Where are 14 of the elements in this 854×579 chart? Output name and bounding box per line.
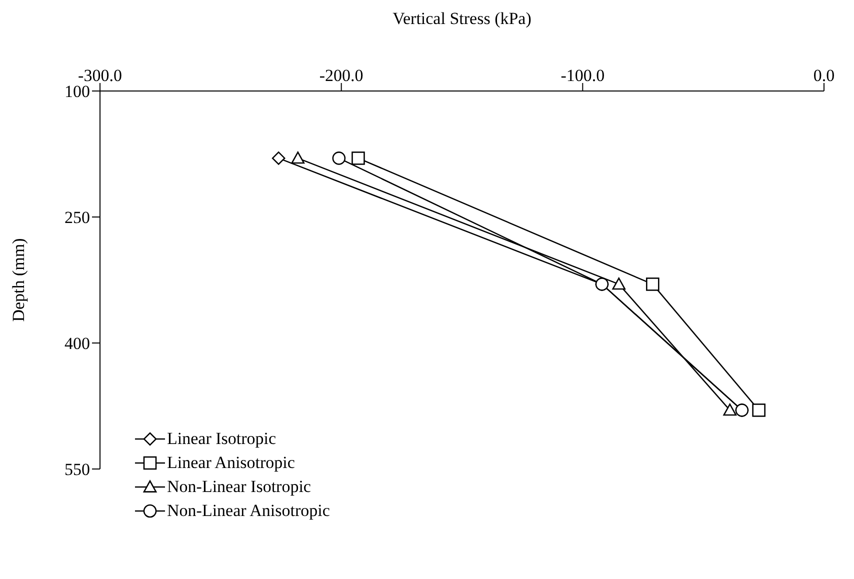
x-tick-label: -100.0 [560, 66, 605, 85]
y-axis-title: Depth (mm) [9, 238, 28, 322]
y-tick-label: 250 [64, 208, 90, 228]
legend-label: Linear Isotropic [167, 429, 276, 449]
x-tick-label: -300.0 [78, 66, 122, 85]
x-tick-label: -200.0 [319, 66, 364, 85]
y-tick-label: 100 [64, 82, 90, 102]
legend-label: Non-Linear Anisotropic [167, 501, 330, 521]
x-axis-title: Vertical Stress (kPa) [392, 9, 532, 28]
legend-label: Non-Linear Isotropic [167, 477, 311, 497]
y-tick-label: 550 [64, 460, 90, 480]
legend-label: Linear Anisotropic [167, 453, 295, 473]
x-tick-label: 0.0 [813, 66, 835, 85]
y-tick-label: 400 [64, 334, 90, 354]
